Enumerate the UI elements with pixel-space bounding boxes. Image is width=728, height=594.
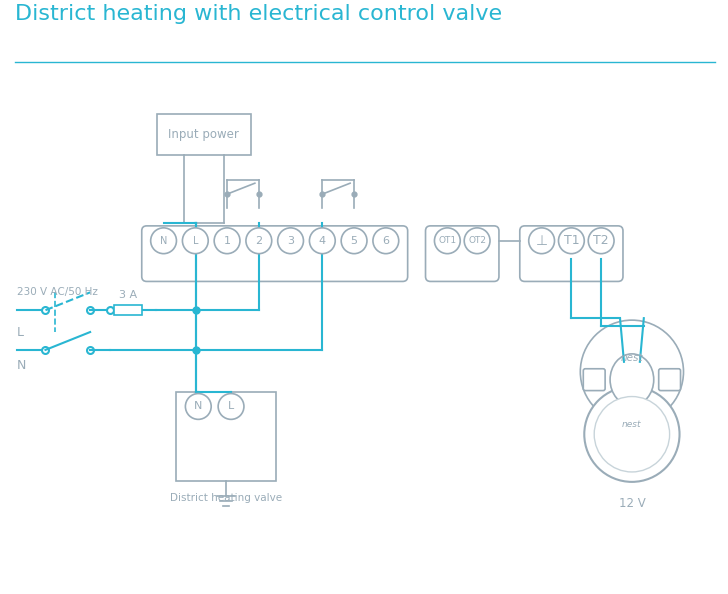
Text: nest: nest — [621, 353, 643, 363]
Text: N: N — [194, 402, 202, 412]
FancyBboxPatch shape — [426, 226, 499, 282]
Ellipse shape — [610, 354, 654, 406]
Circle shape — [218, 394, 244, 419]
Circle shape — [588, 228, 614, 254]
Text: nest: nest — [622, 420, 641, 429]
Circle shape — [585, 387, 679, 482]
FancyBboxPatch shape — [520, 226, 623, 282]
Text: 1: 1 — [223, 236, 231, 246]
FancyBboxPatch shape — [176, 391, 276, 481]
Text: L: L — [17, 326, 24, 339]
Circle shape — [309, 228, 335, 254]
Circle shape — [594, 397, 670, 472]
Text: 5: 5 — [351, 236, 357, 246]
FancyBboxPatch shape — [142, 226, 408, 282]
Text: 6: 6 — [382, 236, 389, 246]
Circle shape — [373, 228, 399, 254]
Text: N: N — [160, 236, 167, 246]
Text: 12 V: 12 V — [619, 497, 645, 510]
Text: N: N — [17, 359, 26, 372]
Text: ⊥: ⊥ — [536, 234, 547, 248]
Circle shape — [464, 228, 490, 254]
Text: 2: 2 — [256, 236, 262, 246]
Circle shape — [186, 394, 211, 419]
Text: T2: T2 — [593, 234, 609, 247]
Circle shape — [151, 228, 176, 254]
Text: L: L — [193, 236, 198, 246]
FancyBboxPatch shape — [157, 113, 251, 156]
FancyBboxPatch shape — [583, 369, 605, 391]
Text: 3: 3 — [287, 236, 294, 246]
Circle shape — [341, 228, 367, 254]
Circle shape — [580, 320, 684, 424]
Text: District heating valve: District heating valve — [170, 493, 282, 503]
Text: 4: 4 — [319, 236, 326, 246]
FancyBboxPatch shape — [114, 305, 142, 315]
Circle shape — [558, 228, 585, 254]
Circle shape — [529, 228, 555, 254]
Text: 230 V AC/50 Hz: 230 V AC/50 Hz — [17, 287, 98, 298]
Circle shape — [246, 228, 272, 254]
Circle shape — [277, 228, 304, 254]
Text: L: L — [228, 402, 234, 412]
FancyBboxPatch shape — [659, 369, 681, 391]
Text: T1: T1 — [563, 234, 579, 247]
Circle shape — [435, 228, 460, 254]
Text: OT1: OT1 — [438, 236, 456, 245]
Text: District heating with electrical control valve: District heating with electrical control… — [15, 4, 502, 24]
Text: OT2: OT2 — [468, 236, 486, 245]
Text: Input power: Input power — [168, 128, 240, 141]
Text: 3 A: 3 A — [119, 290, 137, 301]
Circle shape — [183, 228, 208, 254]
Circle shape — [214, 228, 240, 254]
FancyBboxPatch shape — [618, 400, 646, 418]
